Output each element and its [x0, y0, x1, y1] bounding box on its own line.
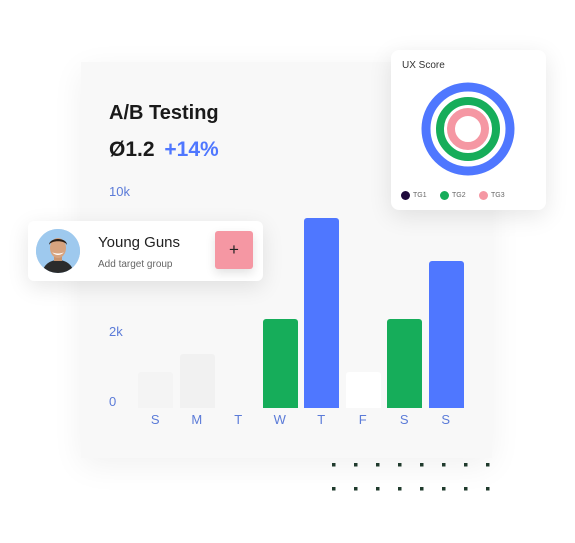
x-tick-label: W — [273, 412, 287, 427]
dot — [486, 463, 490, 467]
avatar — [36, 229, 80, 273]
dot — [376, 463, 380, 467]
legend-label: TG3 — [491, 192, 505, 199]
ring-middle — [436, 97, 500, 161]
dot — [398, 463, 402, 467]
dot — [332, 487, 336, 491]
metric-change: +14% — [164, 138, 219, 161]
bar-5 — [345, 372, 381, 408]
x-tick-label: S — [399, 412, 410, 427]
dot — [332, 463, 336, 467]
avatar-image — [36, 229, 80, 273]
target-group-card: Young Guns Add target group + — [28, 221, 263, 281]
x-tick-label: S — [441, 412, 451, 427]
dot — [486, 487, 490, 491]
y-tick-label: 2k — [109, 324, 123, 339]
bar-3 — [262, 318, 298, 408]
dot — [398, 487, 402, 491]
y-tick-label: 10k — [109, 184, 130, 199]
legend-item-tg1: TG1 — [401, 191, 427, 200]
legend-dot — [479, 191, 488, 200]
x-tick-label: T — [234, 412, 243, 427]
bar-0 — [138, 372, 173, 408]
dot — [464, 463, 468, 467]
bar-6 — [387, 318, 422, 408]
bar-1 — [179, 354, 215, 408]
legend-dot — [401, 191, 410, 200]
y-tick-label: 0 — [109, 394, 117, 409]
dot — [420, 487, 424, 491]
x-tick-label: T — [317, 412, 326, 427]
ux-score-donut — [421, 82, 515, 176]
x-tick-label: S — [150, 412, 161, 427]
legend-item-tg2: TG2 — [440, 191, 466, 200]
x-tick-label: F — [358, 412, 368, 427]
dot — [442, 487, 446, 491]
add-target-group-button[interactable]: + — [215, 231, 253, 269]
dot — [420, 463, 424, 467]
legend-label: TG2 — [452, 192, 466, 199]
legend-dot — [440, 191, 449, 200]
metric-value: Ø1.2 — [109, 138, 155, 161]
dot — [442, 463, 446, 467]
x-tick-label: M — [191, 412, 203, 427]
dot — [464, 487, 468, 491]
decorative-dot-grid — [332, 463, 490, 491]
dot — [354, 463, 358, 467]
legend-item-tg3: TG3 — [479, 191, 505, 200]
page-title: A/B Testing — [109, 102, 219, 124]
metric: Ø1.2 +14% — [109, 138, 219, 162]
legend-label: TG1 — [413, 192, 427, 199]
add-target-group-link[interactable]: Add target group — [98, 259, 173, 270]
dot — [354, 487, 358, 491]
bar-4 — [304, 218, 339, 408]
dot — [376, 487, 380, 491]
bar-7 — [428, 260, 464, 408]
ux-score-title: UX Score — [402, 60, 445, 71]
target-group-name: Young Guns — [98, 234, 181, 251]
ring-outer — [421, 82, 515, 176]
ring-inner — [447, 108, 489, 150]
ux-score-card: UX Score TG1 TG2 TG3 — [391, 50, 546, 210]
